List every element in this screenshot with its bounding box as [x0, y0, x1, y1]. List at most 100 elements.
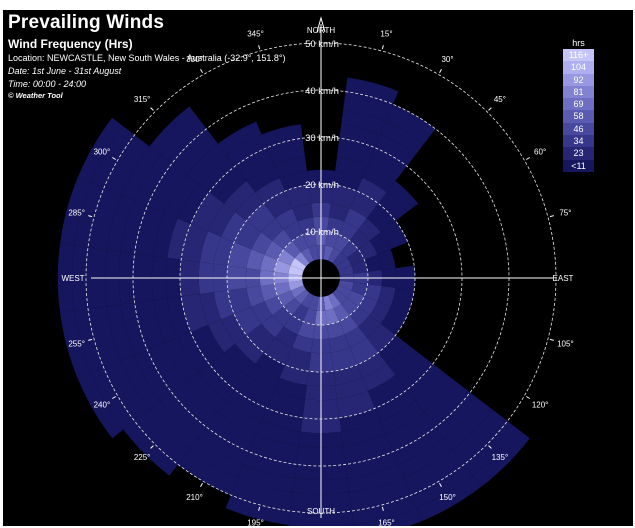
legend-item: 58 — [563, 110, 594, 123]
wind-sector-330-bin-9 — [217, 121, 262, 155]
wind-sector-345-bin-2 — [297, 217, 315, 235]
wind-sector-255-bin-11 — [120, 302, 148, 356]
wind-sector-330-bin-3 — [275, 208, 298, 230]
wind-sector-240-bin-4 — [234, 306, 262, 336]
wind-sector-30-bin-2 — [338, 221, 359, 241]
wind-sector-45-bin-2 — [349, 229, 370, 250]
wind-sector-15-bin-11 — [345, 77, 399, 105]
wind-sector-30-bin-6 — [362, 165, 396, 193]
wind-sector-15-bin-8 — [339, 124, 381, 148]
wind-sector-45-bin-4 — [366, 203, 396, 233]
wind-sector-210-bin-0 — [300, 292, 314, 309]
wind-sector-15-bin-7 — [336, 138, 375, 166]
wind-sector-195-bin-1 — [303, 308, 317, 325]
wind-sector-150-bin-9 — [380, 401, 425, 435]
wind-sector-150-bin-10 — [385, 412, 436, 452]
wind-sector-345-bin-5 — [279, 170, 309, 192]
direction-label-345: 345° — [247, 30, 264, 39]
wind-sector-150-bin-3 — [344, 326, 367, 348]
direction-tick-210 — [200, 482, 203, 487]
wind-sector-75-bin-1 — [351, 260, 368, 274]
wind-sector-225-bin-11 — [160, 392, 207, 439]
direction-tick-30 — [439, 69, 442, 74]
wind-sector-15-bin-2 — [327, 217, 345, 235]
wind-sector-30-bin-9 — [380, 121, 425, 155]
wind-sector-285-bin-7 — [181, 224, 209, 263]
direction-label-165: 165° — [378, 518, 395, 526]
wind-sector-135-bin-8 — [406, 363, 445, 402]
wind-sector-135-bin-2 — [349, 306, 370, 327]
wind-sector-225-bin-2 — [272, 306, 293, 327]
wind-sector-135-bin-5 — [378, 335, 407, 364]
legend-rows: 116+ 104 92 81 69 58 46 34 23 <11 — [563, 49, 594, 172]
wind-sector-255-bin-8 — [167, 296, 191, 338]
chart-title: Prevailing Winds — [8, 12, 165, 33]
wind-sector-15-bin-10 — [343, 91, 393, 122]
wind-sector-315-bin-12 — [149, 106, 198, 155]
direction-label-300: 300° — [94, 148, 111, 157]
wind-sector-60-bin-3 — [369, 232, 391, 255]
wind-sector-225-bin-6 — [224, 343, 256, 375]
wind-sector-195-bin-12 — [238, 464, 295, 493]
direction-tick-285 — [88, 215, 93, 218]
direction-tick-300 — [112, 157, 117, 160]
direction-label-60: 60° — [534, 148, 546, 157]
wind-sector-285-bin-15 — [60, 177, 91, 246]
direction-tick-255 — [88, 338, 93, 341]
direction-label-315: 315° — [134, 95, 151, 104]
wind-sector-225-bin-0 — [294, 289, 310, 305]
wind-sector-255-bin-9 — [153, 298, 178, 343]
wind-sector-240-bin-0 — [290, 285, 307, 299]
north-arrow-icon — [316, 16, 326, 33]
wind-sector-165-bin-2 — [327, 321, 345, 339]
time-range-text: Time: 00:00 - 24:00 — [8, 79, 86, 89]
wind-sector-285-bin-8 — [167, 218, 191, 260]
wind-sector-300-bin-0 — [290, 257, 307, 271]
wind-sector-165-bin-7 — [336, 390, 375, 418]
wind-sector-285-bin-11 — [120, 200, 148, 254]
wind-sector-195-bin-7 — [267, 390, 306, 418]
wind-sector-150-bin-13 — [403, 449, 465, 496]
wind-sector-255-bin-1 — [274, 282, 291, 296]
wind-sector-135-bin-11 — [435, 392, 482, 439]
wind-sector-300-bin-5 — [221, 212, 247, 243]
wind-sector-315-bin-2 — [272, 229, 293, 250]
wind-sector-165-bin-10 — [343, 434, 393, 465]
direction-label-75: 75° — [559, 209, 571, 218]
wind-sector-210-bin-7 — [235, 374, 275, 409]
wind-sector-135-bin-6 — [386, 343, 418, 375]
wind-sector-285-bin-14 — [74, 182, 104, 248]
wind-sector-345-bin-1 — [303, 231, 317, 248]
wind-sector-315-bin-11 — [160, 117, 207, 164]
wind-sector-15-bin-0 — [323, 245, 334, 261]
wind-sector-300-bin-11 — [134, 154, 172, 207]
credit-text: © Weather Tool — [8, 91, 63, 100]
wind-sector-210-bin-12 — [189, 438, 244, 478]
wind-sector-285-bin-2 — [260, 254, 278, 272]
wind-sector-150-bin-15 — [416, 475, 482, 522]
wind-sector-45-bin-6 — [386, 181, 418, 213]
wind-sector-330-bin-2 — [283, 221, 304, 241]
wind-sector-30-bin-7 — [367, 147, 407, 182]
wind-sector-210-bin-9 — [217, 401, 262, 435]
wind-sector-315-bin-0 — [294, 251, 310, 267]
wind-sector-225-bin-13 — [134, 409, 190, 465]
wind-sector-345-bin-7 — [267, 138, 306, 166]
wind-sector-240-bin-7 — [190, 324, 225, 364]
wind-sector-195-bin-14 — [225, 495, 291, 525]
wind-sector-300-bin-4 — [234, 220, 262, 250]
wind-sector-210-bin-1 — [292, 304, 309, 322]
location-text: Location: NEWCASTLE, New South Wales - A… — [8, 53, 286, 63]
direction-tick-120 — [525, 396, 530, 399]
cardinal-label-S: SOUTH — [307, 507, 335, 516]
wind-sector-105-bin-4 — [390, 287, 415, 314]
wind-sector-150-bin-6 — [362, 363, 396, 391]
wind-sector-255-bin-6 — [199, 292, 222, 325]
wind-sector-165-bin-0 — [323, 295, 334, 311]
wind-sector-60-bin-0 — [335, 257, 352, 271]
wind-sector-135-bin-15 — [472, 429, 530, 487]
wind-sector-210-bin-5 — [255, 352, 286, 378]
plot-area: 15° 30° 45° 60° 75° 105° 120° 135° 150° 165° 195° 2… — [3, 10, 633, 526]
wind-sector-315-bin-1 — [283, 240, 301, 258]
wind-sector-300-bin-2 — [264, 240, 284, 261]
